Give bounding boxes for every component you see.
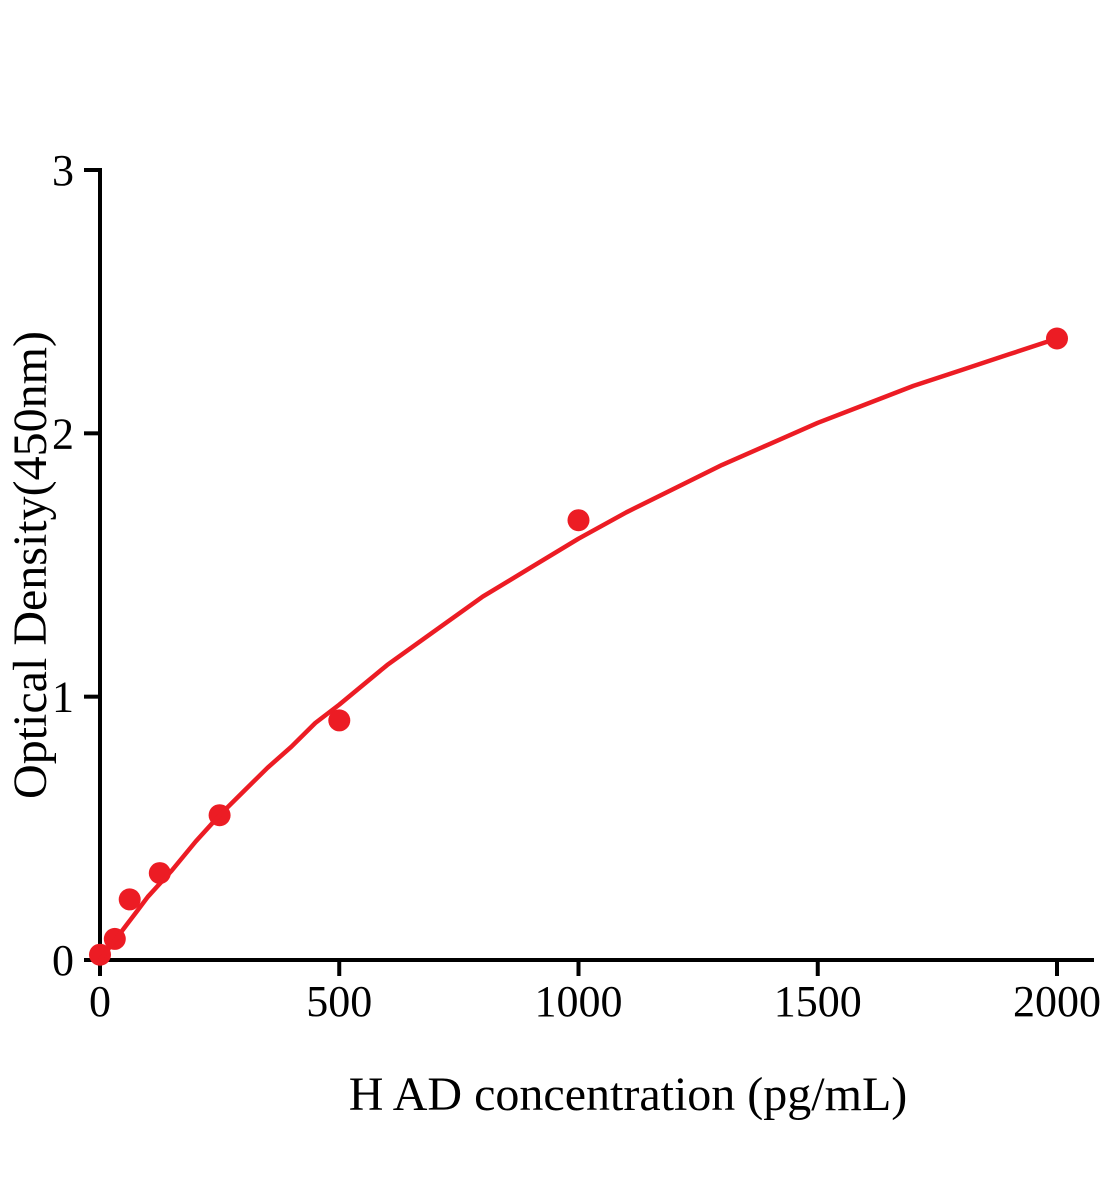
x-axis-title: H AD concentration (pg/mL)	[349, 1068, 908, 1121]
fit-curve	[97, 336, 1060, 963]
y-axis-title: Optical Density(450nm)	[4, 331, 57, 799]
x-tick-label: 500	[306, 977, 372, 1026]
plot-area: 0 500 1000 1500 2000 0 1 2 3	[52, 146, 1101, 1026]
y-tick-label: 0	[52, 936, 74, 985]
y-tick-label: 3	[52, 146, 74, 195]
x-tick-label: 0	[89, 977, 111, 1026]
data-point	[328, 709, 351, 732]
x-tick-label: 1500	[774, 977, 862, 1026]
x-tick-label: 1000	[535, 977, 623, 1026]
y-tick-label: 1	[52, 673, 74, 722]
data-point	[118, 888, 141, 911]
y-tick-label: 2	[52, 409, 74, 458]
data-point	[567, 509, 590, 532]
x-tick-label: 2000	[1013, 977, 1101, 1026]
